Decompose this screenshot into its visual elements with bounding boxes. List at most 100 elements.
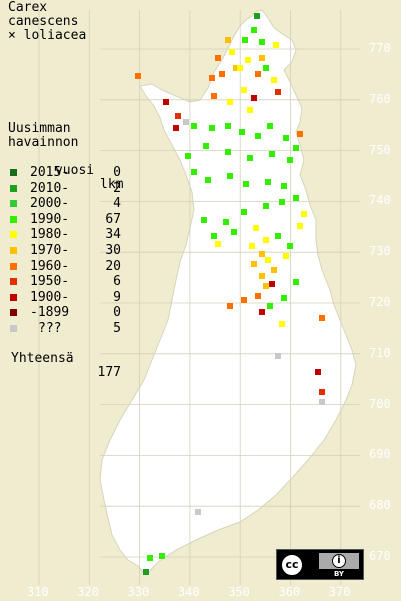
- legend-item-count: 4: [113, 196, 121, 212]
- y-tick-label: 760: [369, 91, 391, 106]
- observation-marker: [301, 211, 307, 217]
- observation-marker: [225, 37, 231, 43]
- observation-marker: [163, 99, 169, 105]
- observation-marker: [247, 155, 253, 161]
- observation-marker: [185, 153, 191, 159]
- title-line-2: canescens: [8, 14, 79, 29]
- legend-item-count: 0: [113, 165, 121, 180]
- observation-marker: [293, 279, 299, 285]
- legend-total-row: Yhteensä 177: [8, 338, 121, 379]
- x-tick-label: 340: [177, 585, 200, 599]
- observation-marker: [191, 123, 197, 129]
- legend-item: 2000- 4: [8, 197, 121, 213]
- legend: Uusimman havainnon vuosi lkm 2015- 0 2010-…: [8, 121, 123, 380]
- observation-marker: [211, 93, 217, 99]
- legend-item-count: 34: [105, 227, 121, 243]
- y-tick-label: 700: [369, 396, 391, 411]
- x-tick-label: 350: [228, 585, 250, 599]
- legend-item-count: 20: [105, 258, 121, 274]
- x-tick-label: 330: [127, 585, 150, 599]
- observation-marker: [227, 303, 233, 309]
- observation-marker: [225, 123, 231, 129]
- observation-marker: [319, 389, 325, 395]
- observation-marker: [147, 555, 153, 561]
- cc-icon: cc: [280, 553, 304, 577]
- x-tick-label: 370: [328, 585, 351, 599]
- observation-marker: [249, 243, 255, 249]
- legend-item: 1960- 20: [8, 258, 121, 276]
- legend-item: 1950- 6: [8, 275, 121, 291]
- observation-marker: [297, 131, 303, 137]
- y-tick-label: 750: [369, 142, 391, 157]
- observation-marker: [263, 237, 269, 243]
- legend-item: 2015- 0: [8, 166, 121, 182]
- observation-marker: [241, 87, 247, 93]
- species-title: Carex canescens × loliacea: [8, 1, 86, 43]
- legend-item-label: 1900-: [30, 289, 70, 305]
- legend-total-count: 177: [97, 364, 121, 380]
- observation-marker: [205, 177, 211, 183]
- legend-item: 1900- 9: [8, 289, 121, 307]
- observation-marker: [225, 149, 231, 155]
- observation-marker: [242, 37, 248, 43]
- y-tick-label: 730: [369, 244, 391, 259]
- observation-marker: [219, 71, 225, 77]
- observation-marker: [203, 143, 209, 149]
- observation-marker: [267, 303, 273, 309]
- by-label: BY: [333, 570, 345, 578]
- observation-marker: [173, 125, 179, 131]
- legend-item-label: 1970-: [30, 242, 70, 258]
- legend-item-label: -1899: [30, 305, 70, 321]
- observation-marker: [195, 509, 201, 515]
- observation-marker: [271, 267, 277, 273]
- observation-marker: [255, 133, 261, 139]
- legend-item-count: 6: [113, 274, 121, 290]
- observation-marker: [283, 253, 289, 259]
- finland-outline: [99, 9, 357, 576]
- observation-marker: [201, 217, 207, 223]
- legend-swatch: [10, 215, 17, 223]
- observation-marker: [293, 195, 299, 201]
- legend-item-label: 2010-: [30, 180, 70, 196]
- observation-marker: [283, 135, 289, 141]
- legend-item-count: 5: [113, 320, 121, 336]
- legend-item-label: 1980-: [30, 227, 70, 243]
- observation-marker: [237, 65, 243, 71]
- x-tick-label: 320: [77, 585, 99, 599]
- legend-swatch: [10, 169, 17, 176]
- observation-marker: [231, 229, 237, 235]
- y-tick-label: 740: [369, 193, 391, 208]
- legend-item-count: 67: [105, 211, 121, 227]
- observation-marker: [209, 125, 215, 131]
- observation-marker: [287, 243, 293, 249]
- y-tick-label: 720: [369, 295, 391, 309]
- observation-marker: [265, 179, 271, 185]
- legend-item-count: 9: [113, 289, 121, 305]
- person-icon: i: [332, 554, 346, 568]
- legend-item: ??? 5: [8, 320, 121, 338]
- observation-marker: [297, 223, 303, 229]
- observation-marker: [229, 49, 235, 55]
- observation-marker: [159, 553, 165, 559]
- observation-marker: [319, 315, 325, 321]
- legend-item-label: 2015-: [30, 165, 70, 180]
- x-tick-label: 360: [278, 585, 301, 599]
- legend-year-header: vuosi: [54, 163, 95, 178]
- observation-marker: [263, 203, 269, 209]
- legend-item-label: 1950-: [30, 274, 70, 290]
- legend-heading-1: Uusimman: [8, 121, 71, 136]
- legend-total-label: Yhteensä: [11, 350, 74, 366]
- y-tick-label: 680: [369, 498, 391, 513]
- cc-by-license-badge[interactable]: cc i BY: [276, 549, 364, 580]
- legend-item-count: 2: [113, 180, 121, 196]
- legend-item: 1980- 34: [8, 228, 121, 244]
- observation-marker: [259, 273, 265, 279]
- legend-item-count: 0: [113, 305, 121, 321]
- observation-marker: [275, 89, 281, 95]
- observation-marker: [287, 157, 293, 163]
- legend-item: 2010- 2: [8, 180, 121, 198]
- legend-item: 1970- 30: [8, 242, 121, 260]
- legend-item-label: 1960-: [30, 258, 70, 274]
- observation-marker: [279, 199, 285, 205]
- observation-marker: [259, 39, 265, 45]
